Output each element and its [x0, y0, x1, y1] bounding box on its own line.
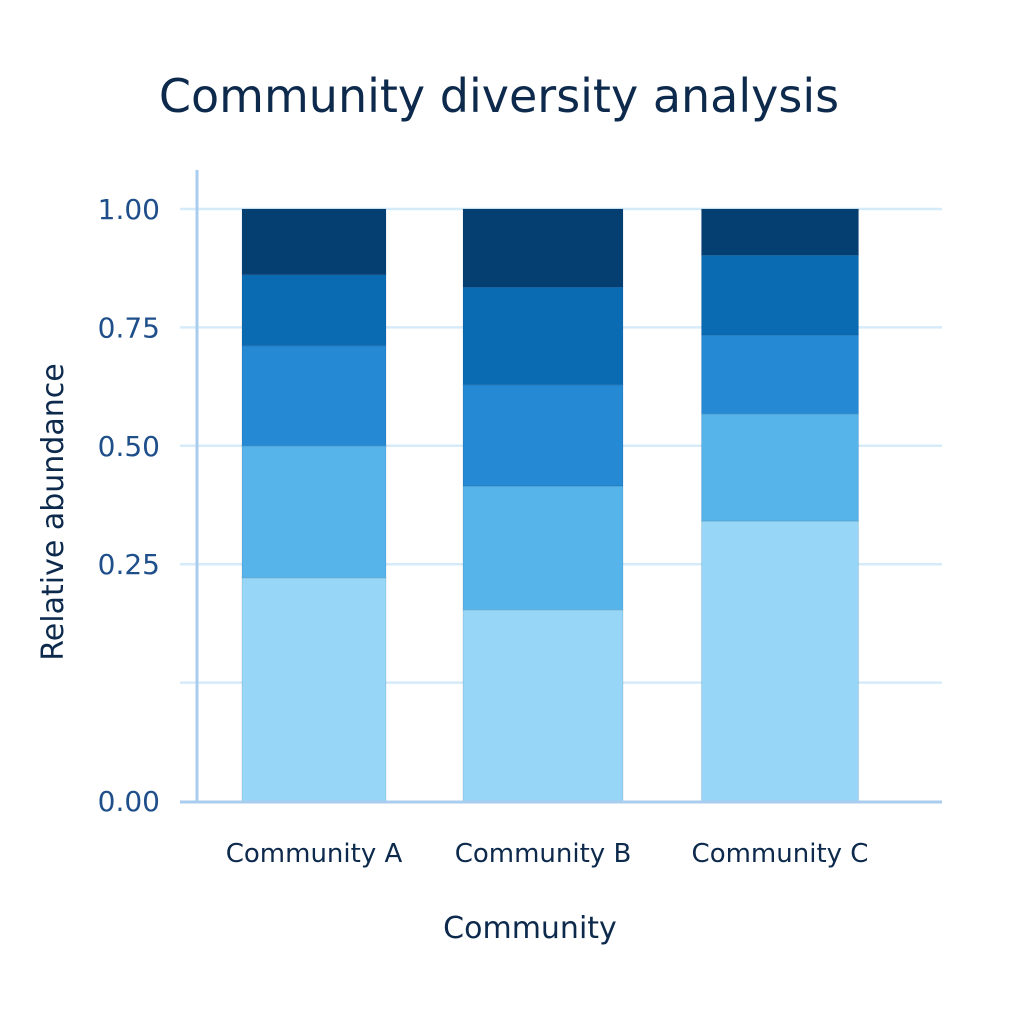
bar-segment — [462, 485, 624, 611]
bar-segment — [462, 384, 624, 487]
bar-segment — [701, 520, 859, 802]
y-tick-label: 1.00 — [98, 193, 160, 226]
bar-segment — [241, 577, 387, 802]
x-axis-label: Community — [443, 911, 617, 946]
bar-segment — [241, 445, 387, 579]
bar-segment — [241, 274, 387, 347]
bar-segment — [241, 345, 387, 447]
bars — [241, 208, 859, 802]
y-axis-label: Relative abundance — [36, 363, 71, 660]
bar-segment — [241, 208, 387, 276]
bar-segment — [701, 208, 859, 256]
bar-segment — [701, 334, 859, 415]
x-tick-label: Community B — [455, 839, 632, 869]
y-tick-label: 0.25 — [98, 548, 160, 581]
x-tick-label: Community C — [692, 839, 869, 869]
x-tick-labels: Community A Community B Community C — [226, 839, 869, 869]
bar-segment — [701, 254, 859, 336]
bar-segment — [701, 413, 859, 522]
y-tick-label: 0.00 — [98, 785, 160, 818]
y-tick-label: 0.50 — [98, 430, 160, 463]
x-tick-label: Community A — [226, 839, 403, 869]
bar-segment — [462, 286, 624, 386]
y-tick-labels: 0.00 0.25 0.50 0.75 1.00 — [98, 193, 160, 818]
bar-segment — [462, 609, 624, 802]
chart-title: Community diversity analysis — [159, 69, 839, 123]
y-tick-label: 0.75 — [98, 311, 160, 344]
bar-segment — [462, 208, 624, 288]
